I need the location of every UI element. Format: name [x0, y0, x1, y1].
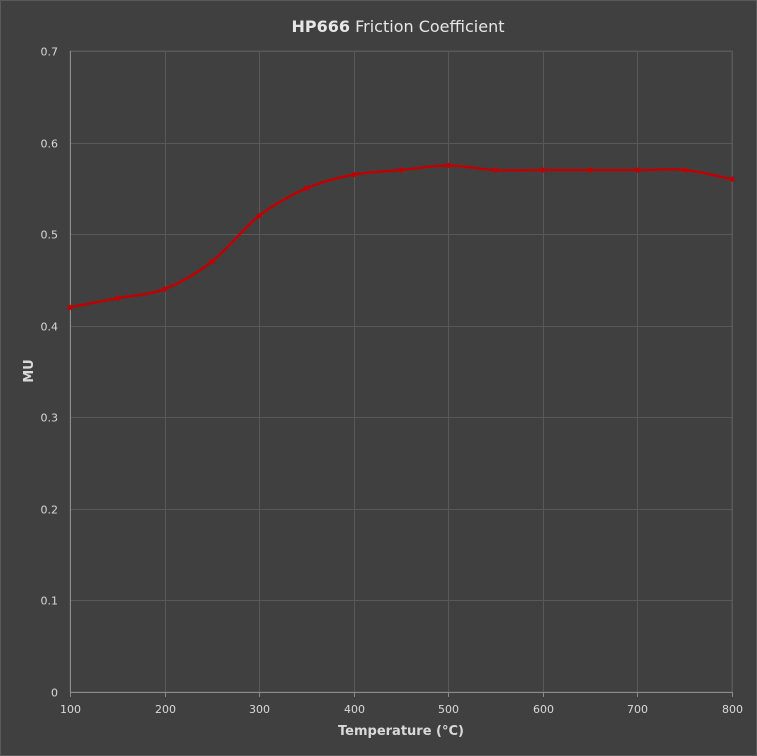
chart-title: HP666 Friction Coefficient	[292, 17, 505, 36]
data-point	[682, 167, 688, 173]
data-point	[634, 167, 641, 173]
x-tick-label: 800	[722, 703, 743, 716]
y-tick-label: 0.5	[41, 229, 59, 242]
data-point	[114, 295, 120, 301]
x-axis-title: Temperature (°C)	[338, 724, 464, 739]
data-point	[398, 167, 404, 173]
tick-layer: 0 0.1 0.2 0.3 0.4 0.5 0.6 0.7 100 200 300 400 500 600…	[41, 46, 744, 717]
grid-layer	[69, 50, 733, 693]
y-tick-label: 0.3	[41, 412, 59, 425]
y-tick-label: 0	[51, 687, 58, 700]
plot-area	[69, 50, 733, 693]
x-tick-label: 600	[533, 703, 554, 716]
data-point	[209, 259, 215, 265]
data-point	[351, 172, 357, 178]
x-tick-label: 400	[344, 703, 365, 716]
series-layer	[67, 162, 735, 310]
data-point	[445, 162, 451, 169]
y-tick-label: 0.2	[41, 504, 59, 517]
y-tick-label: 0.7	[41, 46, 59, 59]
x-tick-label: 700	[627, 703, 648, 716]
data-point	[540, 167, 546, 173]
y-tick-label: 0.1	[41, 595, 59, 608]
axis-layer	[70, 51, 733, 697]
data-point	[492, 167, 499, 173]
x-tick-label: 300	[249, 703, 270, 716]
x-tick-label: 500	[438, 703, 459, 716]
chart-title-rest: Friction Coefficient	[350, 17, 504, 36]
data-point	[161, 286, 168, 292]
data-point	[587, 167, 593, 173]
series-line	[68, 164, 734, 309]
y-tick-label: 0.4	[41, 321, 59, 334]
data-point	[303, 185, 310, 191]
chart-title-bold: HP666	[292, 17, 351, 36]
y-axis-title: MU	[22, 359, 37, 383]
data-point	[256, 213, 262, 219]
data-point	[729, 176, 735, 182]
y-tick-label: 0.6	[41, 138, 59, 151]
x-tick-label: 100	[60, 703, 81, 716]
x-tick-label: 200	[155, 703, 176, 716]
data-point	[67, 304, 73, 310]
